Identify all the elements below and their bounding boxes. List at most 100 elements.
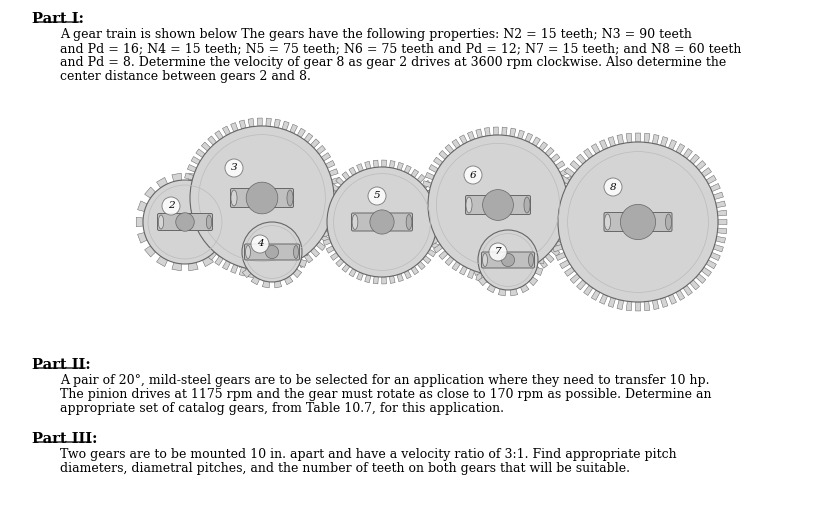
Text: and Pd = 16; N4 = 15 teeth; N5 = 75 teeth; N6 = 75 teeth and Pd = 12; N7 = 15 te: and Pd = 16; N4 = 15 teeth; N5 = 75 teet… [60,42,742,55]
FancyBboxPatch shape [157,214,213,231]
Circle shape [162,197,180,215]
Polygon shape [237,260,245,267]
Polygon shape [535,267,543,276]
Text: The pinion drives at 1175 rpm and the gear must rotate as close to 170 rpm as po: The pinion drives at 1175 rpm and the ge… [60,388,711,401]
Polygon shape [397,273,404,282]
Polygon shape [617,134,624,144]
Polygon shape [382,160,386,167]
Polygon shape [373,160,378,167]
Ellipse shape [406,215,412,230]
Polygon shape [239,120,246,129]
Polygon shape [718,219,727,225]
Polygon shape [321,207,329,213]
Polygon shape [559,175,570,184]
Polygon shape [284,277,293,285]
Polygon shape [521,284,529,293]
Text: Part I:: Part I: [32,12,84,26]
Polygon shape [437,219,444,225]
Polygon shape [683,148,692,159]
Polygon shape [644,301,650,311]
Polygon shape [452,139,461,148]
Polygon shape [274,216,282,223]
Polygon shape [236,249,242,255]
Text: and Pd = 8. Determine the velocity of gear 8 as gear 2 drives at 3600 rpm clockw: and Pd = 8. Determine the velocity of ge… [60,56,726,69]
Polygon shape [330,184,339,192]
Polygon shape [564,267,574,277]
Polygon shape [570,274,580,283]
Polygon shape [538,256,544,264]
Polygon shape [423,256,431,264]
Polygon shape [425,173,434,180]
Polygon shape [373,277,378,284]
Circle shape [368,187,386,205]
Polygon shape [653,300,659,310]
Polygon shape [555,241,565,249]
Polygon shape [583,285,592,296]
Polygon shape [215,131,223,140]
Polygon shape [145,246,156,257]
Text: 8: 8 [610,182,616,192]
Polygon shape [577,154,586,164]
Polygon shape [242,269,251,278]
Polygon shape [365,275,371,283]
Circle shape [483,190,513,220]
Polygon shape [365,161,371,169]
Polygon shape [568,202,576,208]
Circle shape [604,178,622,196]
Polygon shape [257,270,262,278]
Polygon shape [510,273,516,282]
Circle shape [143,180,227,264]
Polygon shape [668,140,677,150]
Polygon shape [564,168,574,177]
Polygon shape [326,191,335,198]
Polygon shape [331,212,340,218]
Polygon shape [502,127,507,135]
Polygon shape [535,245,543,252]
Polygon shape [563,227,572,233]
Polygon shape [499,289,506,296]
Polygon shape [545,254,554,263]
Ellipse shape [483,253,488,266]
Polygon shape [262,216,269,223]
Ellipse shape [352,215,358,230]
Polygon shape [600,294,607,304]
Text: 2: 2 [168,201,175,211]
Polygon shape [191,231,200,239]
Text: diameters, diametral pitches, and the number of teeth on both gears that will be: diameters, diametral pitches, and the nu… [60,462,630,475]
Polygon shape [510,128,516,137]
Polygon shape [320,224,327,229]
Polygon shape [333,204,342,210]
Polygon shape [592,290,600,300]
Polygon shape [282,121,289,130]
Polygon shape [559,260,570,269]
Text: Part II:: Part II: [32,358,91,372]
Ellipse shape [605,214,611,230]
Polygon shape [304,133,313,142]
Polygon shape [626,301,632,311]
Polygon shape [473,267,481,276]
Ellipse shape [246,246,250,259]
Polygon shape [299,236,307,245]
Polygon shape [336,259,344,267]
Polygon shape [433,244,442,253]
Circle shape [501,253,515,267]
Polygon shape [274,268,280,277]
Polygon shape [284,219,293,228]
Polygon shape [266,118,271,127]
Polygon shape [436,228,443,233]
Polygon shape [696,161,706,170]
Polygon shape [325,228,335,235]
Polygon shape [342,264,350,272]
Polygon shape [411,266,419,274]
Polygon shape [460,266,467,275]
Polygon shape [201,142,210,151]
Polygon shape [191,157,200,165]
Polygon shape [237,236,245,245]
Polygon shape [555,161,565,169]
Polygon shape [434,235,442,242]
FancyBboxPatch shape [466,196,531,215]
Polygon shape [475,129,482,138]
Polygon shape [297,128,306,138]
Polygon shape [423,180,431,188]
Polygon shape [668,294,677,304]
